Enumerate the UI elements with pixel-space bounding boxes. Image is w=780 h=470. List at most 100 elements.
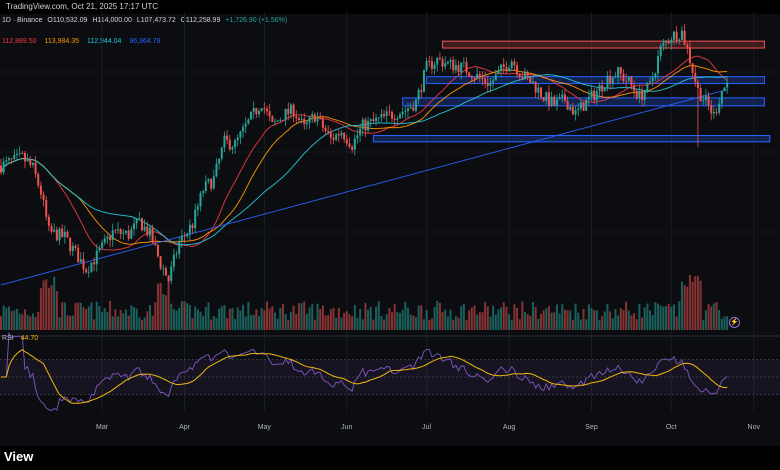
candle-body bbox=[393, 118, 396, 120]
volume-bar bbox=[58, 317, 61, 330]
candle-body bbox=[688, 47, 691, 64]
candle-body bbox=[417, 89, 420, 100]
candle-body bbox=[135, 218, 138, 224]
candle-body bbox=[15, 153, 18, 155]
volume-bar bbox=[529, 315, 532, 330]
volume-bar bbox=[212, 316, 215, 330]
candle-body bbox=[345, 139, 348, 144]
volume-bar bbox=[260, 307, 263, 330]
candle-body bbox=[53, 229, 56, 232]
candle-body bbox=[428, 60, 431, 62]
volume-bar bbox=[532, 301, 534, 330]
candle-body bbox=[662, 42, 665, 46]
volume-bar bbox=[71, 315, 74, 330]
candle-body bbox=[454, 65, 457, 71]
volume-bar bbox=[516, 307, 519, 330]
volume-bar bbox=[633, 313, 636, 330]
brand-footer: View bbox=[0, 446, 780, 470]
ma-value-1: 112,889.50 bbox=[2, 38, 37, 45]
volume-bar bbox=[90, 302, 93, 330]
candle-body bbox=[175, 253, 178, 255]
volume-bar bbox=[271, 306, 274, 330]
volume-bar bbox=[226, 318, 229, 330]
candle-body bbox=[178, 241, 181, 254]
candle-body bbox=[188, 224, 191, 234]
volume-bar bbox=[399, 312, 401, 330]
volume-bar bbox=[388, 308, 391, 330]
volume-bar bbox=[665, 306, 667, 330]
candle-body bbox=[430, 61, 433, 69]
candle-body bbox=[489, 82, 492, 86]
volume-bar bbox=[383, 319, 386, 330]
volume-bar bbox=[26, 314, 29, 330]
candle-body bbox=[23, 153, 26, 162]
volume-bar bbox=[13, 310, 16, 330]
candle-body bbox=[266, 108, 268, 112]
volume-bar bbox=[462, 303, 465, 330]
volume-bar bbox=[726, 316, 729, 330]
volume-bar bbox=[436, 300, 439, 330]
volume-bar bbox=[345, 311, 348, 330]
volume-bar bbox=[574, 303, 577, 330]
candle-body bbox=[47, 216, 50, 226]
candle-body bbox=[353, 138, 356, 150]
candle-body bbox=[31, 162, 34, 165]
volume-bar bbox=[476, 314, 479, 330]
volume-bar bbox=[720, 318, 723, 330]
volume-bar bbox=[497, 309, 500, 330]
candle-body bbox=[625, 80, 628, 82]
volume-bar bbox=[409, 314, 412, 330]
volume-bar bbox=[47, 287, 50, 330]
volume-bar bbox=[247, 301, 250, 330]
volume-bar bbox=[364, 302, 367, 330]
volume-bar bbox=[566, 310, 569, 330]
candle-body bbox=[263, 108, 266, 110]
candle-body bbox=[723, 87, 726, 92]
volume-bar bbox=[696, 275, 699, 330]
low-value: L107,473.72 bbox=[136, 17, 176, 24]
candle-body bbox=[13, 154, 16, 159]
volume-bar bbox=[563, 309, 566, 330]
candle-body bbox=[726, 82, 729, 88]
candle-body bbox=[303, 118, 306, 125]
candle-body bbox=[292, 104, 295, 117]
candle-body bbox=[228, 139, 231, 150]
moving-average-line-4 bbox=[0, 89, 728, 286]
volume-bar bbox=[380, 315, 383, 330]
volume-bar bbox=[340, 317, 343, 330]
volume-bar bbox=[577, 312, 580, 330]
candle-body bbox=[585, 99, 588, 111]
candle-body bbox=[26, 159, 29, 162]
candle-body bbox=[300, 118, 303, 120]
candle-body bbox=[194, 209, 197, 229]
volume-bar bbox=[194, 306, 197, 330]
volume-bar bbox=[526, 314, 529, 330]
volume-bar bbox=[23, 309, 26, 330]
candle-body bbox=[335, 134, 338, 140]
x-tick-label: Jul bbox=[422, 424, 432, 431]
candle-body bbox=[505, 66, 508, 72]
candle-body bbox=[611, 77, 614, 84]
volume-bar bbox=[420, 305, 423, 330]
candle-body bbox=[444, 63, 447, 67]
candle-body bbox=[114, 230, 117, 231]
volume-bar bbox=[699, 280, 702, 330]
candle-body bbox=[2, 161, 5, 173]
volume-bar bbox=[103, 308, 106, 330]
candle-body bbox=[484, 78, 487, 83]
volume-bar bbox=[122, 313, 125, 330]
volume-bar bbox=[276, 318, 279, 330]
ma-value-3: 112,944.04 bbox=[86, 38, 122, 45]
interval-exchange: 1D · Binance bbox=[2, 17, 43, 24]
volume-bar bbox=[457, 317, 460, 330]
lightning-icon[interactable]: ⚡ bbox=[729, 317, 740, 328]
volume-bar bbox=[50, 285, 53, 330]
volume-bar bbox=[521, 301, 524, 330]
candle-body bbox=[21, 153, 24, 154]
candle-body bbox=[154, 243, 157, 245]
candle-body bbox=[295, 116, 298, 119]
volume-bar bbox=[21, 314, 24, 330]
volume-bar bbox=[207, 302, 210, 330]
